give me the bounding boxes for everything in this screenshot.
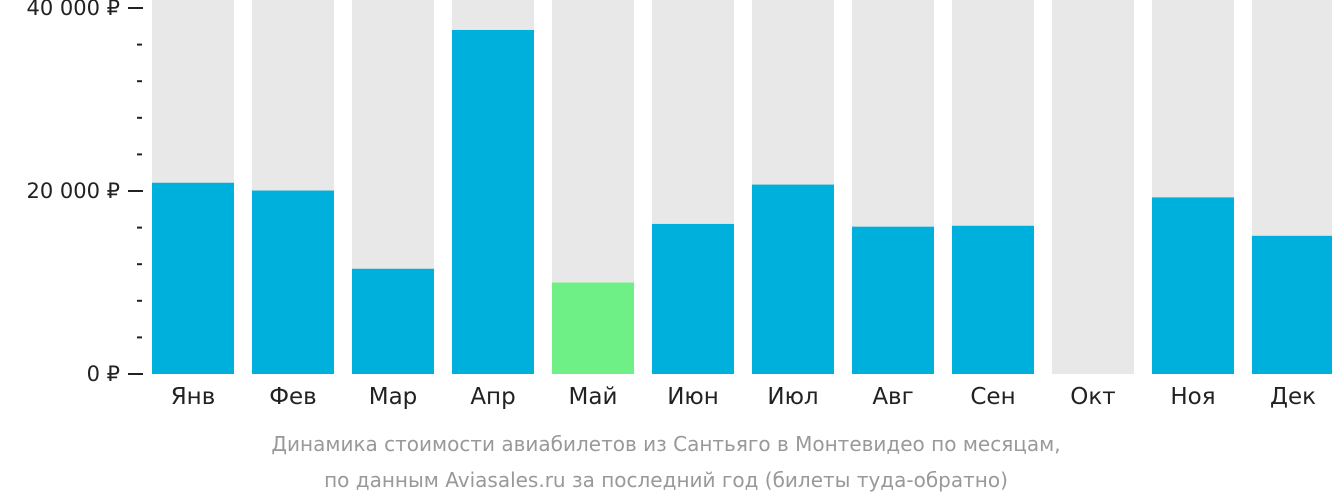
bar[interactable]	[352, 268, 434, 374]
bar[interactable]	[1252, 235, 1332, 374]
x-tick-label: Дек	[1270, 384, 1316, 410]
bar[interactable]	[152, 182, 234, 374]
x-tick-label: Ноя	[1170, 384, 1215, 410]
bar[interactable]	[752, 184, 834, 374]
chart-caption-line-1: Динамика стоимости авиабилетов из Сантья…	[271, 432, 1061, 456]
background-column	[1052, 0, 1134, 374]
bar[interactable]	[652, 223, 734, 374]
x-axis: Янв Фев Мар Апр Май Июн Июл Авг Сен Окт Ноя Дек	[171, 384, 1316, 410]
x-tick-label: Окт	[1070, 384, 1115, 410]
x-tick-label: Фев	[269, 384, 317, 410]
bar[interactable]	[952, 225, 1034, 374]
bar[interactable]	[852, 226, 934, 374]
x-tick-label: Июн	[667, 384, 719, 410]
y-tick-label: 20 000 ₽	[26, 179, 120, 203]
bar[interactable]	[252, 190, 334, 374]
x-tick-label: Июл	[767, 384, 818, 410]
bar[interactable]	[452, 29, 534, 375]
x-tick-label: Авг	[872, 384, 913, 410]
bar[interactable]	[1152, 197, 1234, 374]
chart-caption-line-2: по данным Aviasales.ru за последний год …	[324, 468, 1008, 492]
x-tick-label: Апр	[470, 384, 515, 410]
y-tick-label: 0 ₽	[87, 362, 120, 386]
x-tick-label: Мар	[369, 384, 418, 410]
x-tick-label: Май	[569, 384, 618, 410]
bar-cheapest[interactable]	[552, 282, 634, 375]
y-tick-label: 40 000 ₽	[26, 0, 120, 20]
x-tick-label: Сен	[970, 384, 1015, 410]
y-axis: 0 ₽ 20 000 ₽ 40 000 ₽	[26, 0, 143, 386]
price-bars	[152, 29, 1332, 375]
x-tick-label: Янв	[171, 384, 216, 410]
